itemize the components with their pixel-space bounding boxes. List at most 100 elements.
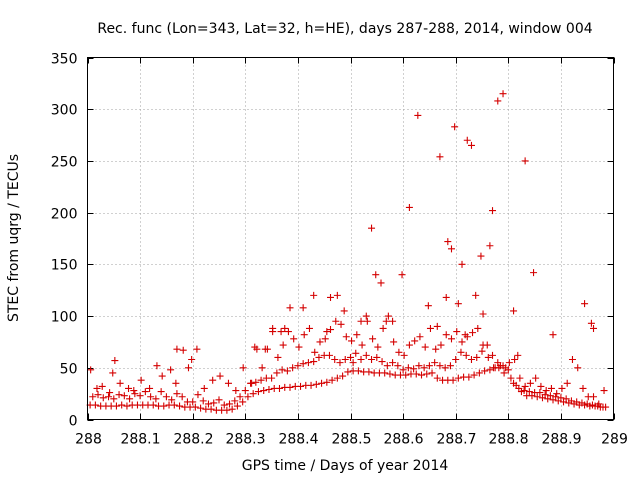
data-point xyxy=(599,403,607,411)
data-point xyxy=(332,317,340,325)
data-point xyxy=(410,365,418,373)
data-point xyxy=(111,357,119,365)
data-point xyxy=(363,317,371,325)
data-point xyxy=(123,402,131,410)
data-point xyxy=(421,343,429,351)
data-point xyxy=(112,402,120,410)
data-point xyxy=(505,359,513,367)
y-tick-label: 300 xyxy=(51,103,78,119)
data-point xyxy=(297,382,305,390)
x-tick-label: 288 xyxy=(75,432,102,448)
data-point xyxy=(275,384,283,392)
data-point xyxy=(536,389,544,397)
data-point xyxy=(515,384,523,392)
data-point xyxy=(286,304,294,312)
data-point xyxy=(158,372,166,380)
data-point xyxy=(590,393,598,401)
data-point xyxy=(294,362,302,370)
data-point xyxy=(431,359,439,367)
data-point xyxy=(473,353,481,361)
x-tick-label: 288.7 xyxy=(436,432,476,448)
data-point xyxy=(224,379,232,387)
data-point xyxy=(415,362,423,370)
data-point xyxy=(475,369,483,377)
data-point xyxy=(588,401,596,409)
data-point xyxy=(337,320,345,328)
data-point xyxy=(578,399,586,407)
data-point xyxy=(312,380,320,388)
data-point xyxy=(368,224,376,232)
data-point xyxy=(458,260,466,268)
data-point xyxy=(231,397,239,405)
data-point xyxy=(432,345,440,353)
data-point xyxy=(484,353,492,361)
data-point xyxy=(398,271,406,279)
data-point xyxy=(118,401,126,409)
data-point xyxy=(411,337,419,345)
data-point xyxy=(537,382,545,390)
data-point xyxy=(451,123,459,131)
x-tick-label: 288.6 xyxy=(383,432,423,448)
data-point xyxy=(323,378,331,386)
data-point xyxy=(447,245,455,253)
data-point xyxy=(378,358,386,366)
data-point xyxy=(369,335,377,343)
data-point xyxy=(342,333,350,341)
data-point xyxy=(327,326,335,334)
data-point xyxy=(581,300,589,308)
data-point xyxy=(436,153,444,161)
data-point xyxy=(336,359,344,367)
data-point xyxy=(200,384,208,392)
data-point xyxy=(357,317,365,325)
y-tick-label: 50 xyxy=(60,362,78,378)
data-point xyxy=(321,335,329,343)
data-point xyxy=(333,291,341,299)
data-point xyxy=(299,304,307,312)
data-point xyxy=(507,374,515,382)
data-point xyxy=(268,374,276,382)
data-point xyxy=(207,405,215,413)
data-point xyxy=(390,338,398,346)
data-point xyxy=(260,387,268,395)
data-point xyxy=(472,291,480,299)
data-point xyxy=(251,343,259,351)
data-point xyxy=(299,360,307,368)
data-point xyxy=(162,393,170,401)
data-point xyxy=(399,366,407,374)
data-point xyxy=(374,343,382,351)
data-point xyxy=(295,343,303,351)
y-tick-label: 250 xyxy=(51,155,78,171)
data-point xyxy=(328,376,336,384)
data-point xyxy=(573,398,581,406)
data-point xyxy=(467,356,475,364)
data-point xyxy=(494,97,502,105)
data-point xyxy=(215,396,223,404)
y-axis-label: STEC from uqrg / TECUs xyxy=(6,154,22,322)
data-point xyxy=(444,238,452,246)
data-point xyxy=(479,341,487,349)
data-point xyxy=(269,328,277,336)
data-point xyxy=(463,136,471,144)
data-point xyxy=(252,378,260,386)
data-point xyxy=(520,387,528,395)
data-point xyxy=(307,381,315,389)
data-point xyxy=(130,387,138,395)
data-point xyxy=(425,362,433,370)
data-point xyxy=(587,319,595,327)
data-point xyxy=(220,401,228,409)
data-point xyxy=(428,369,436,377)
data-point xyxy=(458,338,466,346)
data-point xyxy=(354,367,362,375)
data-point xyxy=(244,393,252,401)
data-point xyxy=(383,362,391,370)
data-point xyxy=(105,393,113,401)
data-point xyxy=(236,393,244,401)
data-point xyxy=(389,359,397,367)
data-point xyxy=(454,300,462,308)
data-point xyxy=(368,356,376,364)
data-point xyxy=(420,364,428,372)
data-point xyxy=(168,396,176,404)
data-point xyxy=(574,364,582,372)
data-point xyxy=(405,203,413,211)
y-tick-label: 350 xyxy=(51,52,78,68)
